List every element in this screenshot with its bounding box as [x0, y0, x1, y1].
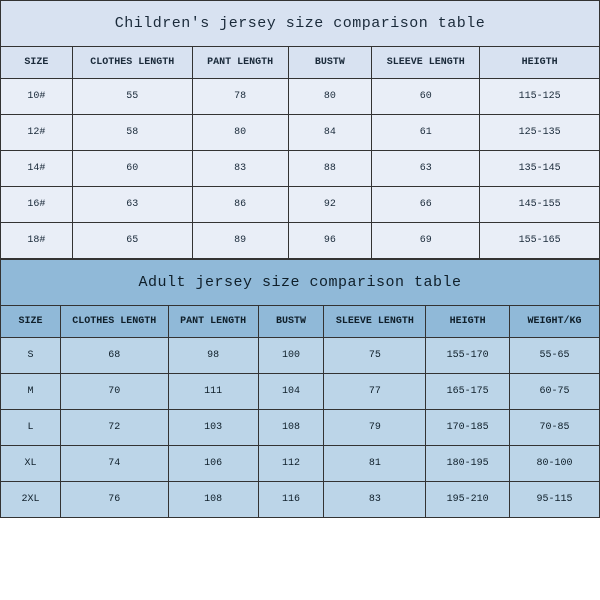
- table-row: S689810075155-17055-65: [1, 338, 600, 374]
- adult-cell: 108: [168, 482, 258, 518]
- children-cell: 66: [372, 187, 480, 223]
- table-row: L7210310879170-18570-85: [1, 410, 600, 446]
- children-cell: 63: [72, 187, 192, 223]
- children-cell: 88: [288, 151, 372, 187]
- children-cell: 83: [192, 151, 288, 187]
- children-cell: 69: [372, 223, 480, 259]
- children-cell: 60: [72, 151, 192, 187]
- children-table: Children's jersey size comparison table …: [0, 0, 600, 259]
- size-tables: Children's jersey size comparison table …: [0, 0, 600, 518]
- table-row: 14#60838863135-145: [1, 151, 600, 187]
- adult-cell: 80-100: [510, 446, 600, 482]
- children-col-header: HEIGTH: [480, 47, 600, 79]
- adult-cell: 77: [324, 374, 426, 410]
- children-title-row: Children's jersey size comparison table: [1, 1, 600, 47]
- adult-cell: 60-75: [510, 374, 600, 410]
- adult-cell: 68: [60, 338, 168, 374]
- adult-col-header: WEIGHT/KG: [510, 306, 600, 338]
- adult-cell: 180-195: [426, 446, 510, 482]
- table-row: 2XL7610811683195-21095-115: [1, 482, 600, 518]
- adult-cell: 108: [258, 410, 324, 446]
- children-cell: 86: [192, 187, 288, 223]
- children-cell: 18#: [1, 223, 73, 259]
- adult-title-row: Adult jersey size comparison table: [1, 260, 600, 306]
- children-cell: 80: [288, 79, 372, 115]
- adult-table: Adult jersey size comparison table SIZEC…: [0, 259, 600, 518]
- adult-cell: 106: [168, 446, 258, 482]
- adult-cell: 70: [60, 374, 168, 410]
- adult-col-header: HEIGTH: [426, 306, 510, 338]
- table-row: 18#65899669155-165: [1, 223, 600, 259]
- children-cell: 145-155: [480, 187, 600, 223]
- adult-cell: 76: [60, 482, 168, 518]
- children-col-header: PANT LENGTH: [192, 47, 288, 79]
- children-header-row: SIZECLOTHES LENGTHPANT LENGTHBUSTWSLEEVE…: [1, 47, 600, 79]
- adult-cell: S: [1, 338, 61, 374]
- children-cell: 10#: [1, 79, 73, 115]
- children-cell: 60: [372, 79, 480, 115]
- adult-col-header: SLEEVE LENGTH: [324, 306, 426, 338]
- adult-cell: 70-85: [510, 410, 600, 446]
- children-cell: 84: [288, 115, 372, 151]
- children-cell: 96: [288, 223, 372, 259]
- adult-col-header: SIZE: [1, 306, 61, 338]
- adult-col-header: PANT LENGTH: [168, 306, 258, 338]
- children-cell: 80: [192, 115, 288, 151]
- children-cell: 78: [192, 79, 288, 115]
- adult-cell: 83: [324, 482, 426, 518]
- adult-cell: 103: [168, 410, 258, 446]
- adult-cell: 111: [168, 374, 258, 410]
- children-cell: 135-145: [480, 151, 600, 187]
- adult-cell: 98: [168, 338, 258, 374]
- adult-cell: 55-65: [510, 338, 600, 374]
- children-cell: 92: [288, 187, 372, 223]
- children-cell: 12#: [1, 115, 73, 151]
- adult-cell: 165-175: [426, 374, 510, 410]
- children-cell: 125-135: [480, 115, 600, 151]
- children-col-header: SIZE: [1, 47, 73, 79]
- adult-cell: 195-210: [426, 482, 510, 518]
- adult-cell: 74: [60, 446, 168, 482]
- children-cell: 14#: [1, 151, 73, 187]
- adult-cell: 79: [324, 410, 426, 446]
- children-cell: 115-125: [480, 79, 600, 115]
- children-title: Children's jersey size comparison table: [1, 1, 600, 47]
- children-cell: 16#: [1, 187, 73, 223]
- children-cell: 155-165: [480, 223, 600, 259]
- adult-cell: 100: [258, 338, 324, 374]
- adult-cell: 95-115: [510, 482, 600, 518]
- table-row: XL7410611281180-19580-100: [1, 446, 600, 482]
- adult-cell: 170-185: [426, 410, 510, 446]
- adult-cell: 2XL: [1, 482, 61, 518]
- children-cell: 89: [192, 223, 288, 259]
- adult-cell: L: [1, 410, 61, 446]
- table-row: 16#63869266145-155: [1, 187, 600, 223]
- children-cell: 55: [72, 79, 192, 115]
- adult-cell: XL: [1, 446, 61, 482]
- table-row: 12#58808461125-135: [1, 115, 600, 151]
- children-cell: 61: [372, 115, 480, 151]
- adult-col-header: BUSTW: [258, 306, 324, 338]
- children-col-header: BUSTW: [288, 47, 372, 79]
- children-cell: 63: [372, 151, 480, 187]
- adult-cell: 155-170: [426, 338, 510, 374]
- adult-header-row: SIZECLOTHES LENGTHPANT LENGTHBUSTWSLEEVE…: [1, 306, 600, 338]
- adult-cell: 104: [258, 374, 324, 410]
- table-row: M7011110477165-17560-75: [1, 374, 600, 410]
- table-row: 10#55788060115-125: [1, 79, 600, 115]
- children-col-header: SLEEVE LENGTH: [372, 47, 480, 79]
- adult-col-header: CLOTHES LENGTH: [60, 306, 168, 338]
- children-col-header: CLOTHES LENGTH: [72, 47, 192, 79]
- adult-cell: 72: [60, 410, 168, 446]
- adult-title: Adult jersey size comparison table: [1, 260, 600, 306]
- children-cell: 58: [72, 115, 192, 151]
- children-cell: 65: [72, 223, 192, 259]
- adult-cell: 116: [258, 482, 324, 518]
- adult-cell: M: [1, 374, 61, 410]
- adult-cell: 112: [258, 446, 324, 482]
- adult-cell: 81: [324, 446, 426, 482]
- adult-cell: 75: [324, 338, 426, 374]
